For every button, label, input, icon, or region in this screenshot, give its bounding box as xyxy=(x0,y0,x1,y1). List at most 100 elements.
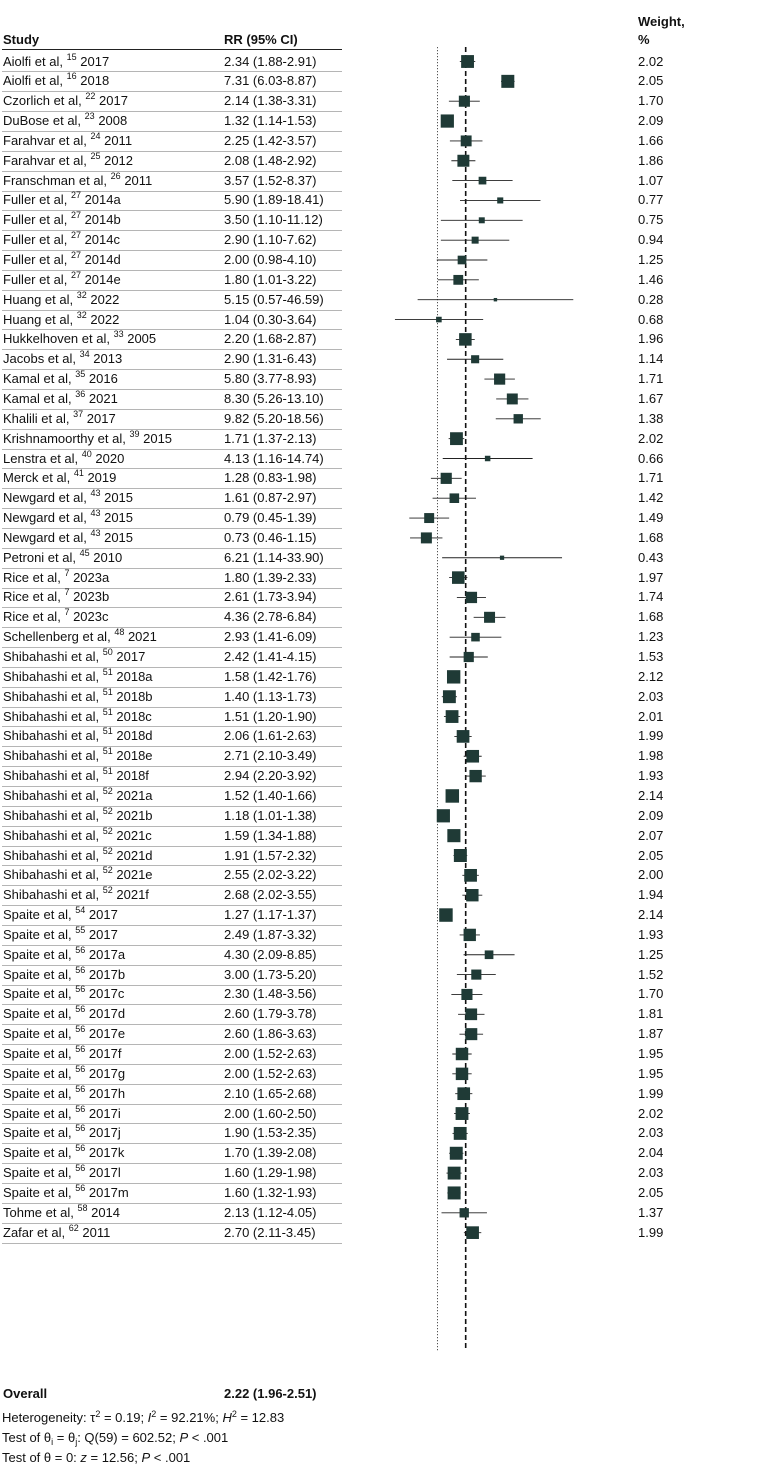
row-separator xyxy=(2,1123,342,1125)
study-reference: 56 xyxy=(75,964,86,975)
study-reference: 56 xyxy=(75,1163,86,1174)
study-marker xyxy=(466,1226,479,1239)
study-marker xyxy=(447,1166,461,1180)
study-name: Shibahashi et al, 52 2021f xyxy=(3,885,149,903)
study-reference: 52 xyxy=(102,885,113,896)
study-rr: 1.58 (1.42-1.76) xyxy=(224,668,317,684)
study-year: 2019 xyxy=(87,470,117,486)
study-name: Shibahashi et al, 52 2021b xyxy=(3,806,153,824)
study-author: Farahvar et al, xyxy=(3,152,87,168)
study-marker xyxy=(471,969,482,980)
test1-p-value: < .001 xyxy=(188,1430,229,1445)
row-separator xyxy=(2,964,342,966)
test2-z-value: = 12.56; xyxy=(86,1450,142,1465)
study-marker xyxy=(455,1067,469,1081)
study-year: 2005 xyxy=(127,331,157,347)
study-marker xyxy=(494,373,506,385)
study-rr: 2.30 (1.48-3.56) xyxy=(224,986,317,1002)
study-rr: 2.25 (1.42-3.57) xyxy=(224,132,317,148)
study-year: 2017 xyxy=(88,907,118,923)
study-rr: 1.60 (1.32-1.93) xyxy=(224,1184,317,1200)
study-author: Aiolfi et al, xyxy=(3,53,63,69)
row-separator xyxy=(2,666,342,668)
study-marker xyxy=(461,55,474,68)
study-weight: 1.71 xyxy=(638,470,664,486)
study-weight: 2.03 xyxy=(638,1165,664,1181)
row-separator xyxy=(2,944,342,946)
row-separator xyxy=(2,349,342,351)
study-rr: 0.73 (0.46-1.15) xyxy=(224,529,317,545)
study-author: Spaite et al, xyxy=(3,966,72,982)
study-year: 2022 xyxy=(90,311,120,327)
study-author: Spaite et al, xyxy=(3,1026,72,1042)
study-rr: 6.21 (1.14-33.90) xyxy=(224,549,324,565)
study-name: Merck et al, 41 2019 xyxy=(3,469,117,486)
study-rr: 2.42 (1.41-4.15) xyxy=(224,649,317,664)
study-author: Petroni et al, xyxy=(3,549,76,565)
study-marker xyxy=(457,255,467,265)
study-rr: 2.90 (1.31-6.43) xyxy=(224,351,317,367)
study-year: 2017 xyxy=(116,649,146,664)
study-reference: 32 xyxy=(76,309,87,320)
study-name: Farahvar et al, 24 2011 xyxy=(3,131,132,149)
study-author: Shibahashi et al, xyxy=(3,787,100,803)
study-year: 2012 xyxy=(104,152,134,168)
study-name: Spaite et al, 56 2017k xyxy=(3,1144,124,1161)
study-year: 2017b xyxy=(88,966,126,982)
row-separator xyxy=(2,984,342,986)
study-marker xyxy=(450,432,463,446)
row-separator xyxy=(2,766,342,768)
study-author: Rice et al, xyxy=(3,609,61,625)
study-name: Shibahashi et al, 50 2017 xyxy=(3,648,146,665)
study-name: Tohme et al, 58 2014 xyxy=(3,1203,121,1221)
study-name: Spaite et al, 56 2017i xyxy=(3,1104,121,1122)
study-weight: 1.07 xyxy=(638,172,664,188)
study-author: Spaite et al, xyxy=(3,1184,72,1200)
study-marker xyxy=(501,74,515,88)
study-author: Aiolfi et al, xyxy=(3,73,63,89)
study-marker xyxy=(463,928,476,942)
study-reference: 56 xyxy=(75,1024,86,1035)
study-marker xyxy=(466,889,479,902)
study-marker xyxy=(478,217,485,224)
study-author: Fuller et al, xyxy=(3,212,68,228)
study-marker xyxy=(465,591,478,604)
study-name: Shibahashi et al, 51 2018b xyxy=(3,687,153,705)
study-year: 2014a xyxy=(84,192,121,208)
study-marker xyxy=(493,297,498,302)
study-name: Rice et al, 7 2023a xyxy=(3,567,109,586)
study-reference: 51 xyxy=(102,666,113,677)
study-rr: 2.70 (2.11-3.45) xyxy=(224,1224,316,1240)
row-separator xyxy=(2,1083,342,1085)
row-separator xyxy=(2,587,342,589)
weight-header-line2: % xyxy=(638,32,650,47)
row-separator xyxy=(2,885,342,887)
study-name: Spaite et al, 55 2017 xyxy=(3,925,118,943)
study-author: Shibahashi et al, xyxy=(3,728,100,744)
study-weight: 2.05 xyxy=(638,1184,664,1200)
study-author: DuBose et al, xyxy=(3,113,82,129)
test1-mid: = θ xyxy=(53,1430,76,1445)
study-name: DuBose et al, 23 2008 xyxy=(3,112,127,129)
study-rr: 2.20 (1.68-2.87) xyxy=(224,331,317,347)
study-reference: 32 xyxy=(76,289,87,300)
study-year: 2021 xyxy=(88,390,118,406)
row-separator xyxy=(2,448,342,450)
study-rr: 2.60 (1.79-3.78) xyxy=(224,1006,317,1022)
study-weight: 1.95 xyxy=(638,1065,664,1081)
row-separator xyxy=(2,309,342,311)
study-rr: 2.71 (2.10-3.49) xyxy=(224,748,317,764)
row-separator xyxy=(2,607,342,609)
overall-rr: 2.22 (1.96-2.51) xyxy=(224,1386,317,1401)
study-year: 2018a xyxy=(116,668,153,684)
row-separator xyxy=(2,1163,342,1165)
study-marker xyxy=(484,950,494,960)
row-separator xyxy=(2,389,342,391)
study-year: 2014 xyxy=(91,1204,121,1220)
study-reference: 7 xyxy=(64,567,70,578)
study-author: Shibahashi et al, xyxy=(3,867,100,883)
study-author: Fuller et al, xyxy=(3,192,68,208)
row-separator xyxy=(2,1202,342,1204)
study-weight: 1.71 xyxy=(638,371,664,387)
study-weight: 1.86 xyxy=(638,152,664,168)
